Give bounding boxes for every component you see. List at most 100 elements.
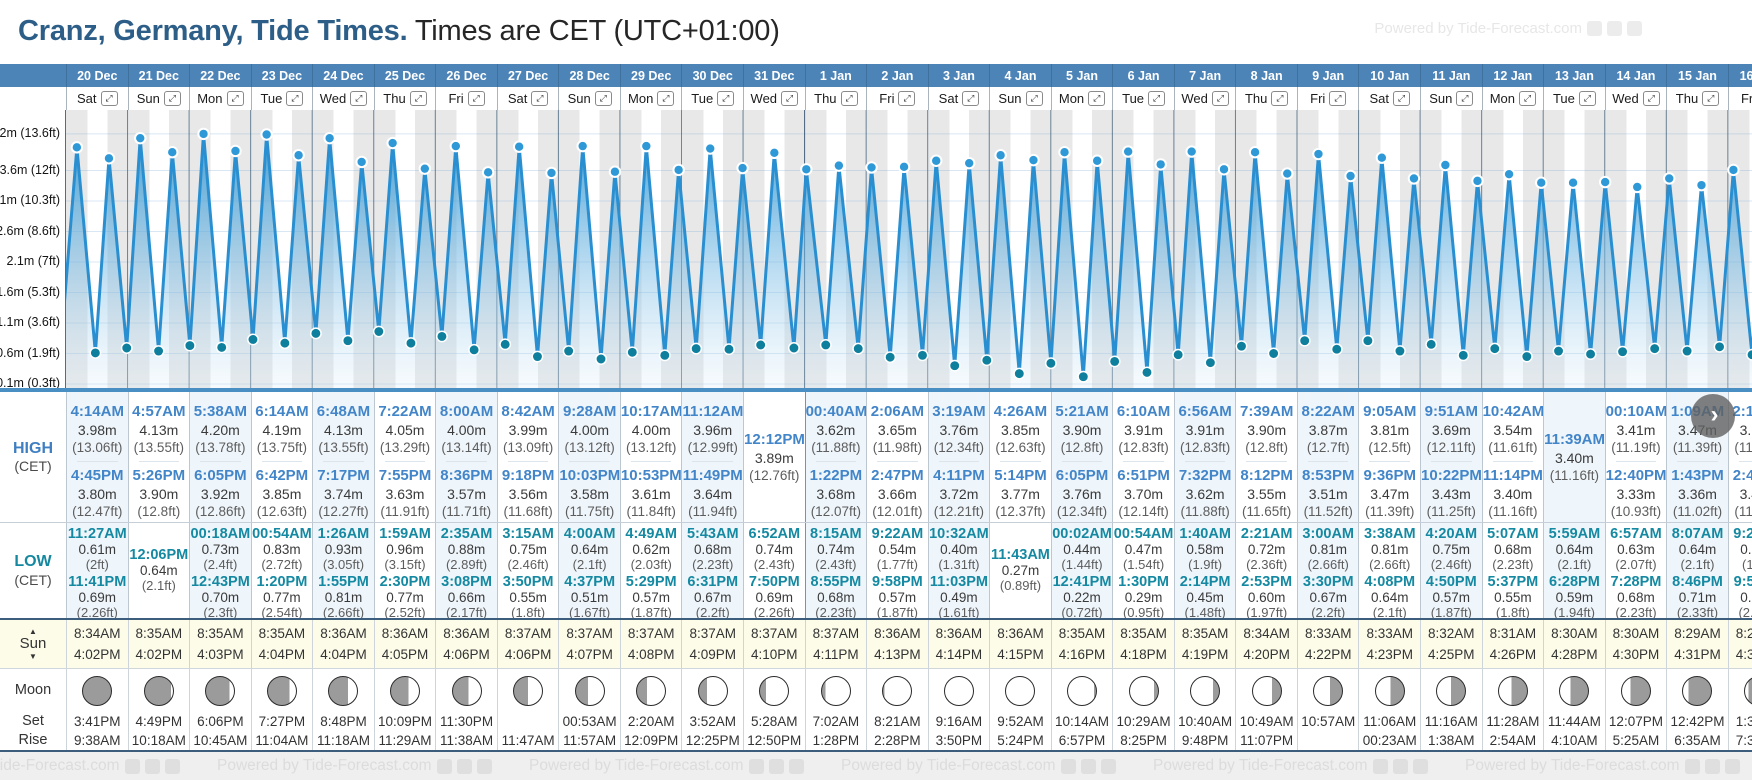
low-tide-point <box>499 338 512 351</box>
expand-day-button[interactable]: ⤢ <box>1025 91 1043 106</box>
weekday-label: Mon <box>1058 91 1085 106</box>
sunset-arrow-icon: ▼ <box>29 651 37 661</box>
date-cell: 12 Jan <box>1481 64 1544 87</box>
sunrise-time: 8:37AM <box>689 626 736 641</box>
expand-day-button[interactable]: ⤢ <box>1393 91 1411 106</box>
low-tide-cell: 1:26AM 0.93m (3.05ft) 1:55PM 0.81m (2.66ft) <box>312 523 374 620</box>
tide-time: 2:35AM <box>440 526 493 542</box>
moonset-time: 10:09PM <box>377 714 433 729</box>
tide-height-m: 0.57m <box>878 590 917 605</box>
expand-day-button[interactable]: ⤢ <box>1519 91 1536 106</box>
moonset-cell: 9:52AM <box>989 712 1051 731</box>
tide-height-m: 4.00m <box>631 422 671 438</box>
expand-day-button[interactable]: ⤢ <box>962 91 980 106</box>
high-tide-point <box>1502 167 1516 181</box>
weekday-cell: Wed ⤢ <box>1604 87 1667 110</box>
expand-day-button[interactable]: ⤢ <box>781 91 799 106</box>
powered-by-watermark: Powered by Tide-Forecast.com <box>1465 757 1740 775</box>
weekday-label: Mon <box>1489 91 1515 106</box>
expand-day-button[interactable]: ⤢ <box>531 91 549 106</box>
tide-entry: 6:42PM 3.85m (12.63ft) <box>252 468 313 519</box>
sunrise-time: 8:35AM <box>197 626 244 641</box>
tide-height-ft: (13.29ft) <box>379 440 431 455</box>
tide-height-ft: (12.83ft) <box>1118 440 1169 455</box>
watermark-icon <box>768 758 784 774</box>
expand-day-button[interactable]: ⤢ <box>1088 91 1106 106</box>
moonrise-cell: 12:25PM <box>681 731 743 750</box>
date-label: 7 Jan <box>1189 68 1222 83</box>
low-tide-cell: 1:40AM 0.58m (1.9ft) 2:14PM 0.45m (1.48ft) <box>1173 523 1236 620</box>
tide-time: 6:05PM <box>194 467 247 484</box>
tide-entry-divider <box>507 461 549 462</box>
tide-entry: 4:26AM 3.85m (12.63ft) <box>990 404 1051 455</box>
expand-day-button[interactable]: ⤢ <box>1148 91 1166 106</box>
date-label: 30 Dec <box>692 68 733 83</box>
date-cell: 2 Jan <box>866 64 928 87</box>
tide-entry: 7:17PM 3.74m (12.27ft) <box>313 468 374 519</box>
tide-time: 6:10AM <box>1116 403 1171 420</box>
tide-height-m: 3.76m <box>1062 486 1102 502</box>
tide-height-m: 3.74m <box>324 486 363 502</box>
weekday-label: Wed <box>1181 91 1208 106</box>
tide-time: 8:53PM <box>1301 467 1355 484</box>
expand-day-button[interactable]: ⤢ <box>226 91 244 106</box>
tide-height-m: 0.66m <box>447 590 486 605</box>
tide-height-ft: (11.91ft) <box>380 504 430 519</box>
weekday-row: Sat ⤢ Sun ⤢ Mon ⤢ Tue ⤢ Wed ⤢ Thu ⤢ Fri ⤢ Sat ⤢ Sun ⤢ Mon ⤢… <box>0 87 1752 110</box>
tide-entry: 6:05PM 3.92m (12.86ft) <box>190 468 251 519</box>
expand-day-button[interactable]: ⤢ <box>1456 91 1474 106</box>
moonrise-time: 11:04AM <box>255 733 309 748</box>
expand-day-button[interactable]: ⤢ <box>1578 91 1596 106</box>
tide-height-m: 0.29m <box>1124 590 1163 605</box>
sun-cell: 8:31AM 4:26PM <box>1481 620 1544 668</box>
moonset-time: 10:29AM <box>1116 714 1171 729</box>
powered-by-watermark: Powered by Tide-Forecast.com <box>1153 757 1428 775</box>
tide-height-ft: (2.1ft) <box>1557 557 1592 572</box>
tide-height-m: 0.77m <box>263 590 301 605</box>
expand-day-button[interactable]: ⤢ <box>898 91 916 106</box>
rise-row-gutter: Rise <box>0 731 66 750</box>
tide-height-m: 3.61m <box>631 486 671 502</box>
sunrise-time: 8:37AM <box>751 626 798 641</box>
expand-day-button[interactable]: ⤢ <box>1702 91 1720 106</box>
tide-height-m: 0.55m <box>509 590 547 605</box>
moonset-time: 1:31PM <box>1735 714 1752 729</box>
next-days-button[interactable]: › <box>1691 394 1735 438</box>
expand-day-button[interactable]: ⤢ <box>1271 91 1289 106</box>
expand-day-button[interactable]: ⤢ <box>840 91 858 106</box>
watermark-icon <box>124 758 140 774</box>
expand-day-button[interactable]: ⤢ <box>717 91 735 106</box>
expand-day-button[interactable]: ⤢ <box>163 91 181 106</box>
expand-day-button[interactable]: ⤢ <box>100 91 118 106</box>
expand-day-button[interactable]: ⤢ <box>409 91 427 106</box>
expand-day-button[interactable]: ⤢ <box>1329 91 1347 106</box>
low-tide-cell: 2:35AM 0.88m (2.89ft) 3:08PM 0.66m (2.17ft) <box>435 523 497 620</box>
date-header-row: 20 Dec 21 Dec 22 Dec 23 Dec 24 Dec 25 Dec 26 D… <box>0 64 1752 87</box>
low-tide-point <box>1746 348 1752 361</box>
expand-day-button[interactable]: ⤢ <box>1211 91 1229 106</box>
tide-time: 5:26PM <box>132 467 186 484</box>
tide-height-ft: (1.8ft) <box>511 605 546 620</box>
low-tide-cell: 1:59AM 0.96m (3.15ft) 2:30PM 0.77m (2.52ft) <box>373 523 436 620</box>
tide-entry: 8:46PM 0.71m (2.33ft) <box>1667 575 1728 620</box>
moon-phase-icon <box>1374 675 1405 706</box>
weekday-label: Sat <box>1369 91 1390 106</box>
tide-height-ft: (12.76ft) <box>749 467 800 483</box>
expand-day-button[interactable]: ⤢ <box>350 91 368 106</box>
expand-day-button[interactable]: ⤢ <box>1642 91 1660 106</box>
tide-height-ft: (11.42ft) <box>1734 504 1752 519</box>
expand-day-button[interactable]: ⤢ <box>286 91 304 106</box>
expand-day-button[interactable]: ⤢ <box>594 91 612 106</box>
tide-time: 7:55PM <box>378 467 432 484</box>
tide-entry: 11:12AM 3.96m (12.99ft) <box>682 404 743 455</box>
low-tide-point <box>278 337 291 350</box>
tide-height-ft: (12.37ft) <box>995 504 1046 519</box>
tide-height-ft: (1.94ft) <box>1553 605 1595 620</box>
weekday-cell: Fri ⤢ <box>435 87 497 110</box>
tide-time: 5:38AM <box>193 403 248 420</box>
sunrise-time: 8:36AM <box>997 626 1044 641</box>
expand-day-button[interactable]: ⤢ <box>467 91 485 106</box>
expand-day-button[interactable]: ⤢ <box>657 91 675 106</box>
tide-time: 4:49AM <box>625 526 677 542</box>
moonrise-time: 3:50PM <box>935 733 983 748</box>
